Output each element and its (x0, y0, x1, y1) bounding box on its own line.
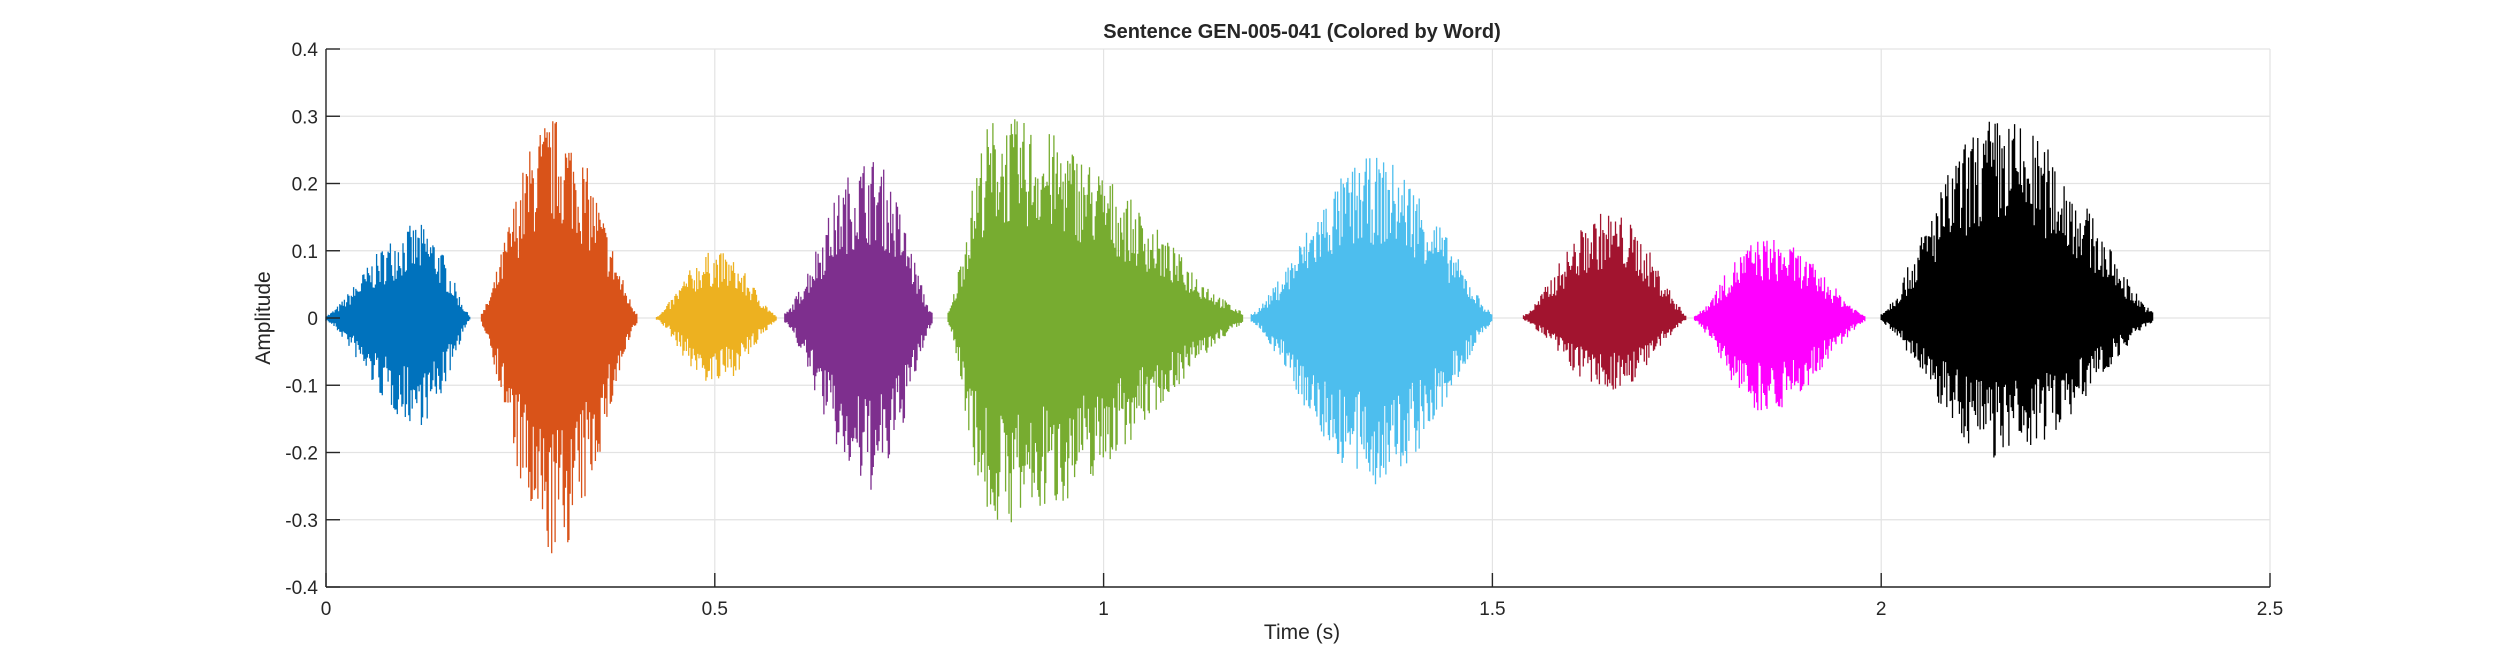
axes-layer: 0 0.5 1 1.5 2 2.5 -0.4 -0.3 -0.2 -0.1 0 0.1 0.2 0.3 0.… (285, 40, 2283, 620)
x-tick-label: 2 (1876, 599, 1887, 620)
word-segment-5 (947, 119, 1244, 523)
y-tick-label: 0.3 (292, 107, 318, 128)
y-tick-label: 0.4 (292, 40, 319, 61)
word-segment-7 (1522, 213, 1687, 390)
y-tick-label: -0.2 (285, 444, 318, 465)
y-tick-label: 0.2 (292, 175, 318, 196)
word-segment-4 (784, 162, 933, 490)
word-segment-3 (655, 252, 777, 381)
y-tick-label: -0.4 (285, 578, 318, 599)
y-tick-label: -0.1 (285, 376, 318, 397)
x-axis-label: Time (s) (1264, 621, 1340, 644)
word-segment-2 (480, 121, 638, 554)
x-tick-label: 1.5 (1479, 599, 1505, 620)
x-tick-label: 2.5 (2257, 599, 2283, 620)
waveform-layer (325, 119, 2154, 554)
y-axis-label: Amplitude (252, 271, 275, 364)
x-tick-label: 0.5 (702, 599, 728, 620)
x-tick-label: 0 (321, 599, 332, 620)
word-segment-8 (1693, 240, 1866, 411)
y-tick-label: -0.3 (285, 511, 318, 532)
x-tick-label: 1 (1098, 599, 1109, 620)
word-segment-9 (1880, 121, 2154, 458)
y-tick-label: 0 (307, 309, 318, 330)
word-segment-6 (1250, 157, 1493, 485)
y-tick-label: 0.1 (292, 242, 318, 263)
chart-title: Sentence GEN-005-041 (Colored by Word) (1103, 21, 1501, 43)
